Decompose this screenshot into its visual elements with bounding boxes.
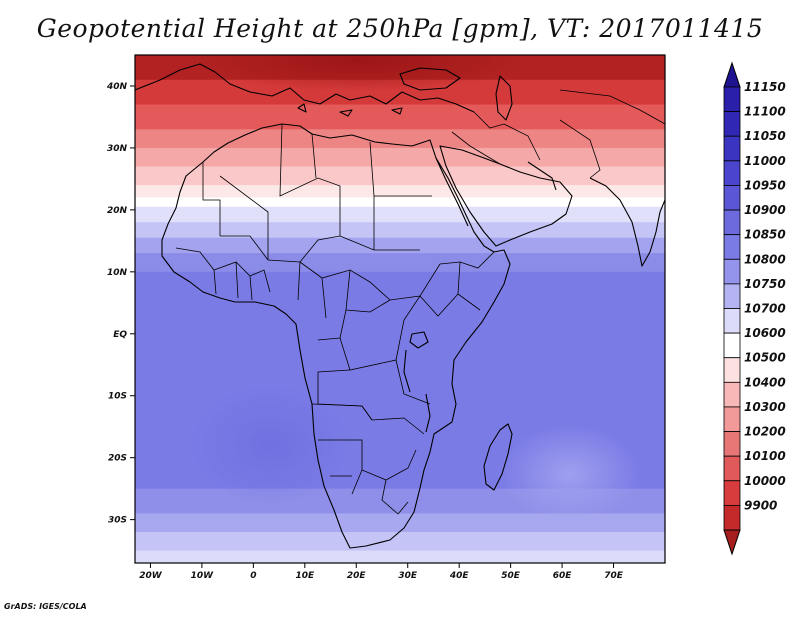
x-tick-label: 70E bbox=[604, 571, 624, 581]
x-tick-label: 40E bbox=[449, 571, 470, 581]
colorbar-bottom-cap bbox=[723, 529, 741, 556]
colorbar-swatch bbox=[723, 504, 741, 531]
colorbar-label: 10800 bbox=[744, 252, 786, 266]
persian-gulf bbox=[527, 161, 557, 191]
colorbar-label: 10700 bbox=[744, 302, 786, 316]
colorbar-swatch bbox=[723, 308, 741, 334]
colorbar-label: 11150 bbox=[744, 80, 786, 94]
east-borders bbox=[419, 251, 495, 317]
africa-coastline bbox=[161, 123, 511, 549]
colorbar-swatch bbox=[723, 332, 741, 359]
colorbar-label: 10750 bbox=[744, 277, 786, 291]
colorbar-swatch bbox=[723, 480, 741, 506]
field-band-9 bbox=[135, 222, 665, 239]
colorbar-swatch bbox=[723, 455, 741, 482]
colorbar-label: 10100 bbox=[744, 449, 786, 463]
y-tick-label: 10S bbox=[108, 392, 127, 402]
india-coast bbox=[589, 177, 665, 267]
y-tick-label: 20N bbox=[107, 206, 128, 216]
field-band-10 bbox=[135, 237, 665, 254]
x-tick-label: 20E bbox=[347, 571, 367, 581]
x-tick-label: 10W bbox=[191, 571, 215, 581]
north-trough-lobe bbox=[190, 55, 530, 92]
field-band-5 bbox=[135, 166, 665, 186]
x-tick-label: 30E bbox=[398, 571, 418, 581]
west-africa-borders bbox=[175, 247, 271, 301]
colorbar-swatch bbox=[723, 160, 741, 186]
caspian-sea bbox=[495, 75, 513, 121]
colorbar-label: 10900 bbox=[744, 203, 786, 217]
field-band-16 bbox=[135, 550, 665, 563]
field-band-6 bbox=[135, 185, 665, 198]
mediterranean-islands bbox=[297, 103, 403, 117]
x-tick-label: 0 bbox=[250, 571, 256, 581]
colorbar-swatch bbox=[723, 283, 741, 309]
middle-east-borders bbox=[451, 89, 665, 179]
colorbar-label: 10500 bbox=[744, 351, 786, 365]
x-tick-label: 10E bbox=[295, 571, 315, 581]
colorbar-swatch bbox=[723, 431, 741, 457]
y-tick-label: 10N bbox=[107, 268, 128, 278]
red-sea bbox=[435, 157, 469, 227]
colorbar-swatch bbox=[723, 381, 741, 408]
coastlines bbox=[135, 63, 665, 549]
map-title: Geopotential Height at 250hPa [gpm], VT:… bbox=[36, 14, 764, 43]
field-band-7 bbox=[135, 197, 665, 208]
madagascar bbox=[483, 423, 513, 491]
field-band-4 bbox=[135, 147, 665, 168]
colorbar-swatch bbox=[723, 185, 741, 211]
colorbar-label: 11000 bbox=[744, 154, 786, 168]
colorbar-label: 10000 bbox=[744, 474, 786, 488]
plot-frame bbox=[134, 54, 666, 564]
x-tick-label: 20W bbox=[139, 571, 163, 581]
field-band-3 bbox=[135, 129, 665, 149]
rift-lakes bbox=[403, 349, 431, 433]
x-tick-label: 50E bbox=[501, 571, 521, 581]
x-axis: 20W 10W 0 10E 20E 30E 40E 50E 60E 70E bbox=[139, 563, 624, 581]
lake-victoria bbox=[409, 331, 429, 349]
field-features bbox=[190, 55, 640, 525]
colorbar: 11150 11100 11050 11000 10950 10900 10850 10800… bbox=[723, 61, 786, 556]
y-tick-label: EQ bbox=[113, 330, 127, 340]
colorbar-swatch bbox=[723, 357, 741, 383]
colorbar-label: 10600 bbox=[744, 326, 786, 340]
colorbar-label: 10200 bbox=[744, 425, 786, 439]
colorbar-label: 10850 bbox=[744, 228, 786, 242]
east-ridge-lobe bbox=[500, 425, 640, 525]
colorbar-top-cap bbox=[723, 61, 741, 88]
grads-credit: GrADS: IGES/COLA bbox=[4, 602, 87, 611]
field-band-11 bbox=[135, 253, 665, 273]
field-band-15 bbox=[135, 532, 665, 552]
colorbar-swatch bbox=[723, 234, 741, 260]
colorbar-swatch bbox=[723, 111, 741, 137]
field-band-14 bbox=[135, 513, 665, 533]
colorbar-label: 10300 bbox=[744, 400, 786, 414]
black-sea bbox=[399, 67, 461, 91]
colorbar-label: 9900 bbox=[744, 498, 777, 512]
southern-borders bbox=[311, 403, 425, 515]
central-borders bbox=[299, 261, 441, 421]
colorbar-label: 10400 bbox=[744, 375, 786, 389]
colorbar-swatch bbox=[723, 406, 741, 432]
colorbar-swatch bbox=[723, 86, 741, 113]
europe-coast bbox=[135, 63, 475, 113]
colorbar-label: 11100 bbox=[744, 105, 786, 119]
y-tick-label: 20S bbox=[108, 454, 127, 464]
country-borders bbox=[175, 89, 665, 515]
colorbar-swatch bbox=[723, 209, 741, 236]
sahara-borders bbox=[202, 123, 432, 301]
colorbar-swatch bbox=[723, 135, 741, 162]
y-tick-label: 30S bbox=[108, 516, 127, 526]
x-tick-label: 60E bbox=[553, 571, 573, 581]
y-axis: 40N 30N 20N 10N EQ 10S 20S 30S bbox=[106, 82, 135, 526]
colorbar-label: 11050 bbox=[744, 129, 786, 143]
y-tick-label: 40N bbox=[106, 82, 128, 92]
field-band-8 bbox=[135, 206, 665, 223]
west-minimum-lobe bbox=[190, 385, 350, 505]
arabian-peninsula bbox=[439, 145, 573, 247]
colorbar-swatch bbox=[723, 258, 741, 285]
colorbar-label: 10950 bbox=[744, 178, 786, 192]
y-tick-label: 30N bbox=[107, 144, 128, 154]
